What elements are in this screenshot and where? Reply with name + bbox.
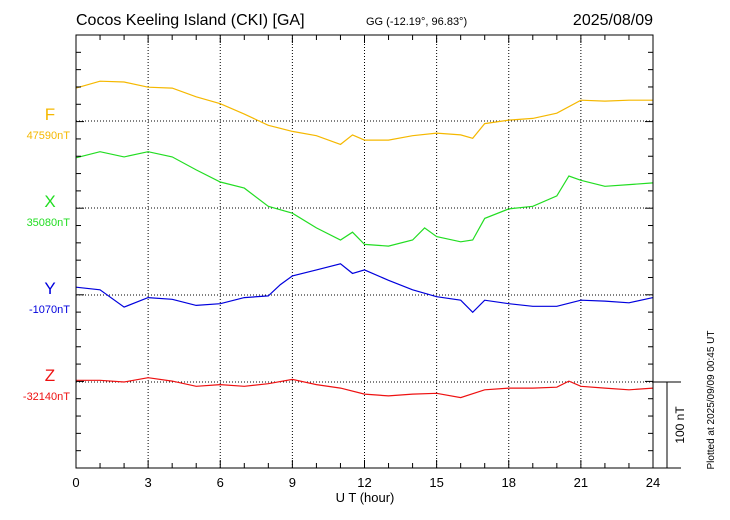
x-tick-label: 15 [429,475,443,490]
scale-bar: 100 nT [653,381,687,469]
x-tick-label: 6 [217,475,224,490]
series-baseline-x: 35080nT [27,217,71,229]
plotted-note: Plotted at 2025/09/09 00:45 UT [706,331,717,470]
series-name-y: Y [44,279,55,298]
series-line-x [75,151,654,247]
series-baseline-y: -1070nT [29,304,70,316]
scale-bar-label: 100 nT [673,406,687,444]
x-tick-label: 9 [289,475,296,490]
series-labels: F 47590nT X 35080nT Y -1070nT Z -32140nT [23,105,70,403]
series-name-f: F [45,105,55,124]
station-coords: GG (-12.19°, 96.83°) [366,16,467,28]
x-tick-label: 12 [357,475,371,490]
series-name-x: X [44,192,55,211]
series-baseline-z: -32140nT [23,391,70,403]
series-line-z [76,377,654,399]
grid [76,35,653,468]
x-tick-label: 18 [502,475,516,490]
x-tick-label: 3 [145,475,152,490]
series-group [75,80,654,399]
x-tick-label: 0 [72,475,79,490]
x-axis-label: U T (hour) [336,490,395,505]
chart-date: 2025/08/09 [573,12,653,29]
axis-ticks: 0 3 6 9 12 15 18 21 24 [72,34,660,490]
series-baseline-f: 47590nT [27,130,71,142]
chart-title: Cocos Keeling Island (CKI) [GA] [76,12,305,29]
x-tick-label: 24 [646,475,660,490]
x-tick-label: 21 [574,475,588,490]
series-line-y [75,263,654,314]
series-name-z: Z [45,366,55,385]
series-line-f [75,80,653,146]
